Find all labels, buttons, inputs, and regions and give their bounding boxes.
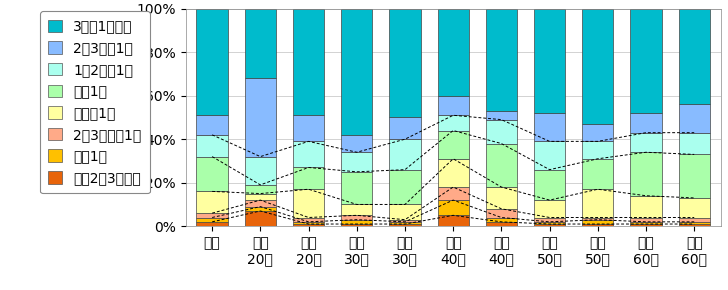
Legend: 3年に1回未満, 2～3年に1回, 1～2年に1回, 年に1回, 半年に1回, 2～3カ月に1回, 月に1回, 月に2～3回以上: 3年に1回未満, 2～3年に1回, 1～2年に1回, 年に1回, 半年に1回, …: [40, 11, 150, 193]
Bar: [534, 224, 565, 226]
Bar: [630, 113, 662, 133]
Bar: [197, 218, 228, 222]
Bar: [341, 204, 373, 215]
Bar: [678, 133, 710, 154]
Bar: [341, 215, 373, 220]
Bar: [389, 220, 421, 222]
Bar: [486, 144, 517, 187]
Bar: [582, 218, 614, 220]
Bar: [245, 211, 276, 226]
Bar: [438, 159, 469, 187]
Bar: [293, 189, 324, 218]
Bar: [389, 224, 421, 226]
Bar: [438, 200, 469, 215]
Bar: [678, 154, 710, 198]
Bar: [293, 168, 324, 189]
Bar: [582, 224, 614, 226]
Bar: [341, 224, 373, 226]
Bar: [197, 157, 228, 191]
Bar: [582, 159, 614, 189]
Bar: [678, 224, 710, 226]
Bar: [293, 222, 324, 224]
Bar: [438, 130, 469, 159]
Bar: [438, 115, 469, 130]
Bar: [245, 9, 276, 78]
Bar: [630, 133, 662, 152]
Bar: [582, 142, 614, 159]
Bar: [293, 142, 324, 168]
Bar: [678, 9, 710, 104]
Bar: [582, 189, 614, 218]
Bar: [389, 139, 421, 170]
Bar: [486, 209, 517, 218]
Bar: [389, 204, 421, 220]
Bar: [486, 187, 517, 209]
Bar: [389, 9, 421, 117]
Bar: [486, 218, 517, 222]
Bar: [197, 213, 228, 218]
Bar: [630, 152, 662, 196]
Bar: [630, 218, 662, 222]
Bar: [438, 187, 469, 200]
Bar: [438, 9, 469, 96]
Bar: [678, 104, 710, 133]
Bar: [582, 9, 614, 124]
Bar: [197, 9, 228, 115]
Bar: [245, 207, 276, 211]
Bar: [389, 222, 421, 224]
Bar: [341, 152, 373, 172]
Bar: [197, 115, 228, 135]
Bar: [293, 115, 324, 142]
Bar: [245, 194, 276, 200]
Bar: [389, 117, 421, 139]
Bar: [534, 113, 565, 142]
Bar: [197, 222, 228, 226]
Bar: [582, 124, 614, 142]
Bar: [341, 9, 373, 135]
Bar: [630, 9, 662, 113]
Bar: [245, 200, 276, 206]
Bar: [630, 224, 662, 226]
Bar: [293, 9, 324, 115]
Bar: [245, 78, 276, 157]
Bar: [534, 9, 565, 113]
Bar: [534, 170, 565, 200]
Bar: [438, 96, 469, 115]
Bar: [293, 224, 324, 226]
Bar: [486, 9, 517, 111]
Bar: [341, 220, 373, 224]
Bar: [341, 172, 373, 204]
Bar: [486, 111, 517, 119]
Bar: [678, 218, 710, 222]
Bar: [245, 185, 276, 194]
Bar: [438, 215, 469, 226]
Bar: [197, 135, 228, 157]
Bar: [486, 222, 517, 226]
Bar: [630, 196, 662, 218]
Bar: [486, 119, 517, 144]
Bar: [534, 222, 565, 224]
Bar: [678, 198, 710, 218]
Bar: [534, 200, 565, 218]
Bar: [341, 135, 373, 152]
Bar: [245, 157, 276, 185]
Bar: [293, 218, 324, 222]
Bar: [582, 220, 614, 224]
Bar: [389, 170, 421, 204]
Bar: [534, 218, 565, 222]
Bar: [534, 142, 565, 170]
Bar: [197, 191, 228, 213]
Bar: [678, 222, 710, 224]
Bar: [630, 222, 662, 224]
